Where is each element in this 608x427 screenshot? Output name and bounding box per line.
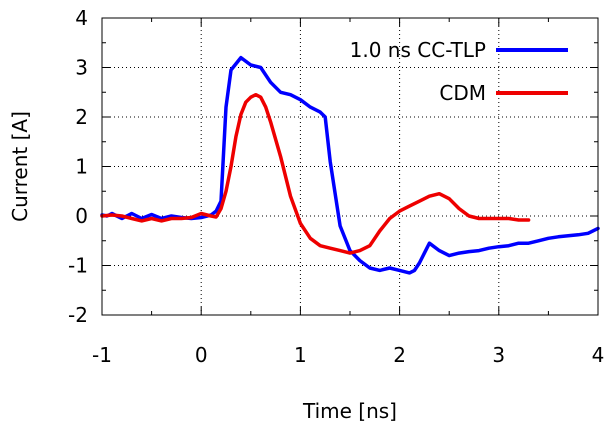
plot-frame <box>101 17 599 316</box>
series-lines <box>100 55 600 275</box>
legend-label-cdm: CDM <box>439 81 486 105</box>
y-tick-label: 4 <box>75 6 88 30</box>
x-tick-label: 0 <box>195 343 208 367</box>
y-axis-title: Current [A] <box>8 111 32 222</box>
y-tick-label: 1 <box>75 155 88 179</box>
y-tick-label: 3 <box>75 56 88 80</box>
x-axis-title: Time [ns] <box>302 399 397 423</box>
x-tick-label: 1 <box>294 343 307 367</box>
y-tick-labels: -2 -1 0 1 2 3 4 <box>68 6 88 327</box>
y-tick-label: 2 <box>75 105 88 129</box>
x-tick-label: 3 <box>492 343 505 367</box>
grid-lines <box>102 18 598 315</box>
x-tick-label: 4 <box>592 343 605 367</box>
legend-label-cc-tlp: 1.0 ns CC-TLP <box>350 38 486 62</box>
y-tick-label: -1 <box>68 254 88 278</box>
x-tick-label: -1 <box>92 343 112 367</box>
x-tick-label: 2 <box>393 343 406 367</box>
series-cdm-line <box>100 92 531 255</box>
legend: 1.0 ns CC-TLP CDM <box>350 38 568 105</box>
y-tick-label: -2 <box>68 303 88 327</box>
y-tick-label: 0 <box>75 204 88 228</box>
series-cc-tlp-line <box>100 55 600 275</box>
x-tick-labels: -1 0 1 2 3 4 <box>92 343 604 367</box>
